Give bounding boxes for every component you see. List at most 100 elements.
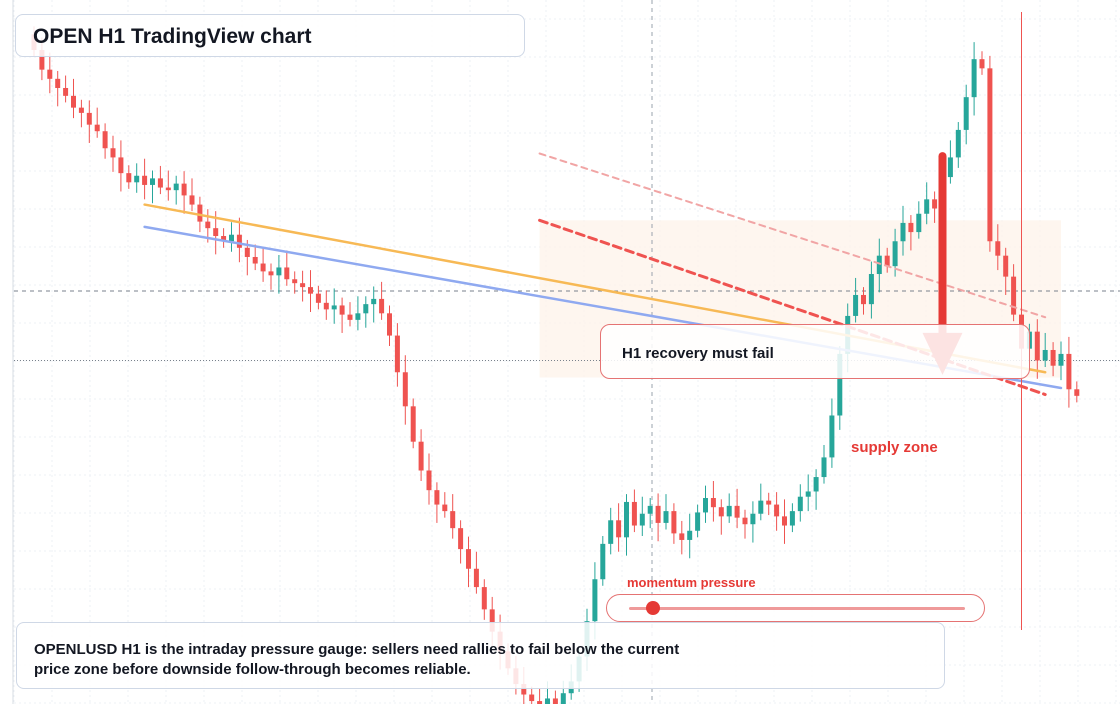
candle-body: [244, 247, 250, 257]
candle-body: [1074, 389, 1080, 396]
recovery-callout: H1 recovery must fail: [600, 324, 1030, 379]
candle-body: [150, 178, 155, 185]
candle-body: [671, 511, 677, 534]
candle-body: [394, 335, 400, 373]
candle-body: [924, 199, 930, 214]
candle-body: [726, 505, 732, 517]
candle-body: [1034, 331, 1040, 361]
candle-body: [173, 183, 179, 191]
candle-body: [300, 283, 306, 288]
candle-body: [71, 95, 76, 108]
candle-body: [774, 504, 780, 517]
candle-body: [165, 187, 171, 191]
candle-body: [473, 568, 479, 588]
candle-body: [260, 263, 266, 272]
caption-text: OPENLUSD H1 is the intraday pressure gau…: [34, 641, 680, 678]
candle-body: [750, 513, 756, 525]
caption-panel: OPENLUSD H1 is the intraday pressure gau…: [16, 622, 945, 689]
candle-body: [63, 87, 69, 96]
candle-body: [552, 698, 558, 704]
momentum-gauge[interactable]: [606, 594, 985, 622]
candle-body: [308, 287, 313, 294]
candle-body: [466, 549, 471, 569]
candle-body: [205, 221, 211, 229]
candle-body: [853, 294, 859, 316]
candle-body: [876, 255, 882, 275]
momentum-track: [629, 607, 965, 610]
candle-body: [347, 314, 353, 320]
candle-body: [363, 304, 369, 314]
candle-body: [221, 236, 227, 242]
candle-body: [236, 234, 242, 248]
candle-body: [434, 490, 440, 505]
candle-body: [971, 59, 977, 98]
candle-body: [78, 107, 84, 113]
candle-body: [766, 500, 772, 505]
candle-body: [679, 533, 685, 540]
candle-body: [631, 501, 637, 526]
candle-body: [213, 228, 219, 237]
callout-text: H1 recovery must fail: [622, 345, 774, 362]
candle-body: [600, 543, 606, 580]
candle-body: [703, 498, 708, 513]
candle-body: [995, 241, 1001, 256]
candle-body: [118, 157, 124, 174]
candle-body: [1050, 349, 1056, 366]
candle-body: [489, 609, 495, 632]
candle-body: [624, 501, 629, 538]
candle-body: [284, 267, 290, 280]
candle-body: [837, 353, 843, 416]
candle-body: [339, 305, 345, 315]
candle-body: [355, 313, 361, 320]
candle-body: [39, 50, 45, 70]
candle-body: [908, 222, 914, 233]
candle-body: [742, 517, 748, 525]
candle-body: [157, 178, 163, 188]
candle-body: [402, 372, 408, 407]
candle-body: [1011, 276, 1017, 315]
candle-body: [276, 267, 282, 276]
candle-body: [315, 293, 321, 303]
candle-body: [481, 587, 487, 610]
candle-body: [932, 199, 938, 209]
supply-zone-label: supply zone: [851, 439, 938, 456]
candle-body: [410, 406, 416, 442]
candle-body: [252, 256, 258, 264]
candle-body: [805, 491, 811, 497]
candle-body: [110, 148, 116, 158]
candle-body: [829, 415, 835, 458]
candle-body: [458, 528, 464, 550]
candle-body: [868, 274, 874, 305]
candle-body: [94, 124, 100, 132]
candle-body: [963, 97, 969, 130]
candle-body: [181, 183, 187, 196]
candle-body: [789, 511, 795, 526]
momentum-knob[interactable]: [645, 601, 660, 615]
chart-title: OPEN H1 TradingView chart: [33, 25, 312, 48]
candle-body: [86, 112, 92, 125]
candle-body: [126, 173, 132, 183]
title-panel: OPEN H1 TradingView chart: [15, 14, 525, 57]
candle-body: [537, 701, 543, 704]
candle-body: [450, 511, 456, 529]
candle-body: [47, 69, 53, 79]
candle-body: [418, 441, 424, 471]
resistance-line-upper: [538, 152, 1047, 319]
candle-body: [592, 579, 598, 622]
candle-body: [529, 694, 535, 702]
candle-body: [142, 175, 148, 185]
candle-body: [655, 505, 661, 523]
candle-body: [371, 298, 377, 305]
candle-body: [718, 507, 724, 517]
candle-body: [426, 470, 432, 491]
candle-body: [695, 512, 701, 531]
candle-body: [821, 457, 827, 478]
candle-body: [1066, 353, 1072, 390]
candle-body: [387, 313, 392, 336]
candle-body: [331, 305, 337, 310]
candle-body: [197, 204, 203, 222]
candle-body: [55, 78, 61, 88]
candle-body: [639, 513, 645, 526]
candle-body: [521, 684, 527, 695]
